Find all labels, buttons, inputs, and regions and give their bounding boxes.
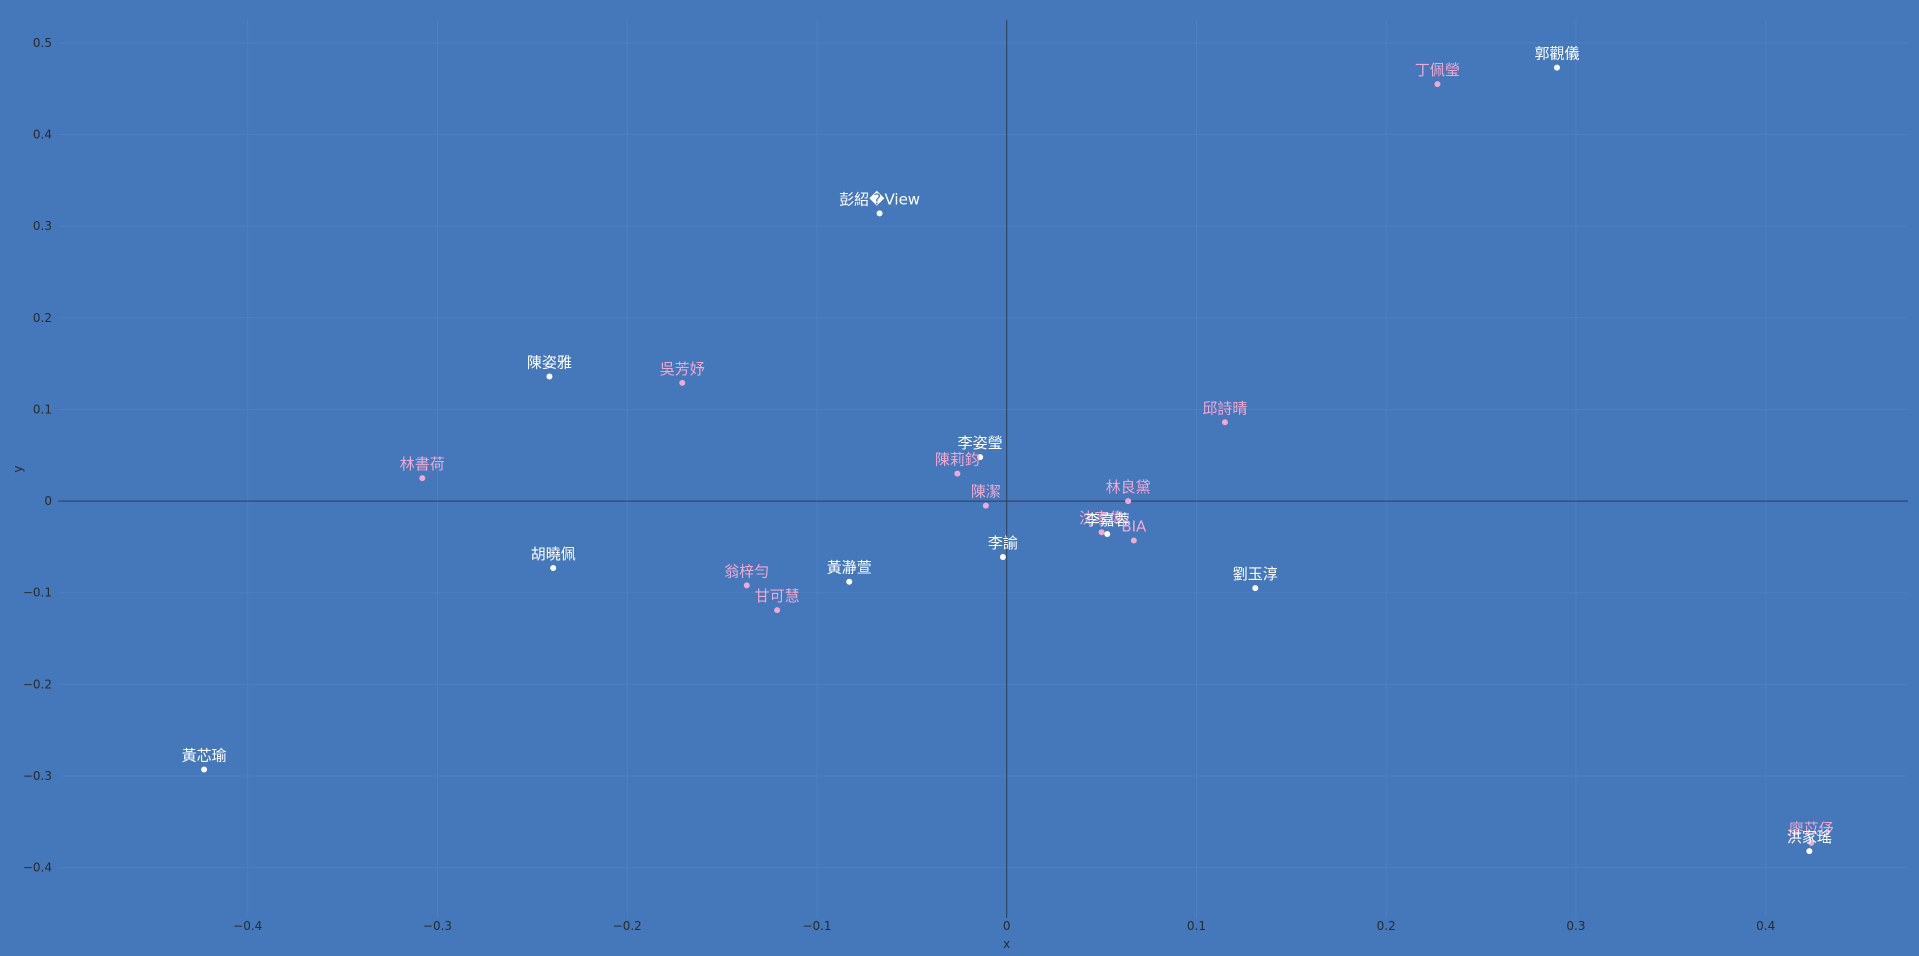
data-label: 林書荷 — [400, 455, 445, 473]
data-point — [546, 373, 553, 380]
data-point — [999, 553, 1006, 560]
tick-labels: −0.4 −0.3 −0.2 −0.1 0 0.1 0.2 0.3 0.4 −0.4 −0.3 −0.… — [23, 36, 1775, 933]
data-label: 陳潔 — [971, 483, 1001, 501]
data-point — [846, 578, 853, 585]
data-label: 郭觀儀 — [1534, 45, 1579, 63]
data-point — [743, 582, 750, 589]
y-tick-label: 0.4 — [33, 128, 52, 142]
data-label: 黃瀞萱 — [827, 559, 872, 577]
data-label: 翁梓勻 — [724, 562, 769, 580]
data-point — [1808, 839, 1815, 846]
data-label: 甘可慧 — [755, 587, 800, 605]
data-point — [1252, 585, 1259, 592]
data-label: 沈家偉 — [1079, 509, 1124, 527]
y-tick-label: −0.3 — [23, 769, 52, 783]
y-tick-label: −0.4 — [23, 861, 52, 875]
data-point — [774, 607, 781, 614]
data-label: 廖苡伃 — [1789, 820, 1834, 838]
data-label: 李諭 — [988, 534, 1018, 552]
x-tick-label: −0.3 — [423, 919, 452, 933]
data-label: 胡曉佩 — [531, 545, 576, 563]
y-axis-title: y — [11, 465, 25, 472]
x-tick-label: −0.4 — [233, 919, 262, 933]
axis-layer — [58, 20, 1908, 918]
y-tick-label: 0.5 — [33, 36, 52, 50]
x-tick-label: 0.3 — [1566, 919, 1585, 933]
y-tick-label: 0.2 — [33, 311, 52, 325]
data-point — [1434, 81, 1441, 88]
data-point — [1098, 529, 1105, 536]
data-point — [876, 210, 883, 217]
data-label: BIA — [1121, 517, 1147, 535]
data-label: 彭紹�View — [839, 190, 920, 208]
data-point — [201, 766, 208, 773]
data-point — [550, 564, 557, 571]
data-point — [419, 475, 426, 482]
data-points — [201, 64, 1815, 855]
data-point — [1130, 537, 1137, 544]
data-label: 吳芳妤 — [660, 360, 705, 378]
x-tick-label: −0.1 — [802, 919, 831, 933]
data-point — [1221, 419, 1228, 426]
x-tick-label: 0.1 — [1187, 919, 1206, 933]
data-label: 陳姿雅 — [527, 353, 572, 371]
data-label: 劉玉淳 — [1233, 565, 1278, 583]
data-label: 丁佩瑩 — [1415, 61, 1460, 79]
data-point — [1553, 64, 1560, 71]
data-point — [679, 379, 686, 386]
data-label: 李嘉蓉 — [1085, 511, 1130, 529]
x-tick-label: 0.4 — [1756, 919, 1775, 933]
data-point — [1806, 848, 1813, 855]
data-label: 林良黛 — [1106, 478, 1151, 496]
x-axis-title: x — [1003, 937, 1010, 951]
data-label: 黃芯瑜 — [182, 747, 227, 765]
data-point — [1125, 498, 1132, 505]
x-tick-label: 0 — [1003, 919, 1011, 933]
y-tick-label: −0.2 — [23, 677, 52, 691]
data-point — [982, 502, 989, 509]
data-point — [977, 454, 984, 461]
x-tick-label: −0.2 — [613, 919, 642, 933]
y-tick-label: 0 — [44, 494, 52, 508]
data-label: 陳莉鈞 — [935, 451, 980, 469]
data-point — [954, 470, 961, 477]
data-point — [1104, 531, 1111, 538]
y-tick-label: 0.3 — [33, 219, 52, 233]
x-tick-label: 0.2 — [1377, 919, 1396, 933]
y-tick-label: −0.1 — [23, 586, 52, 600]
data-label: 洪家瑤 — [1787, 828, 1832, 846]
data-label: 李姿瑩 — [958, 434, 1003, 452]
data-label: 邱詩晴 — [1202, 399, 1247, 417]
y-tick-label: 0.1 — [33, 402, 52, 416]
grid-layer — [58, 20, 1908, 918]
